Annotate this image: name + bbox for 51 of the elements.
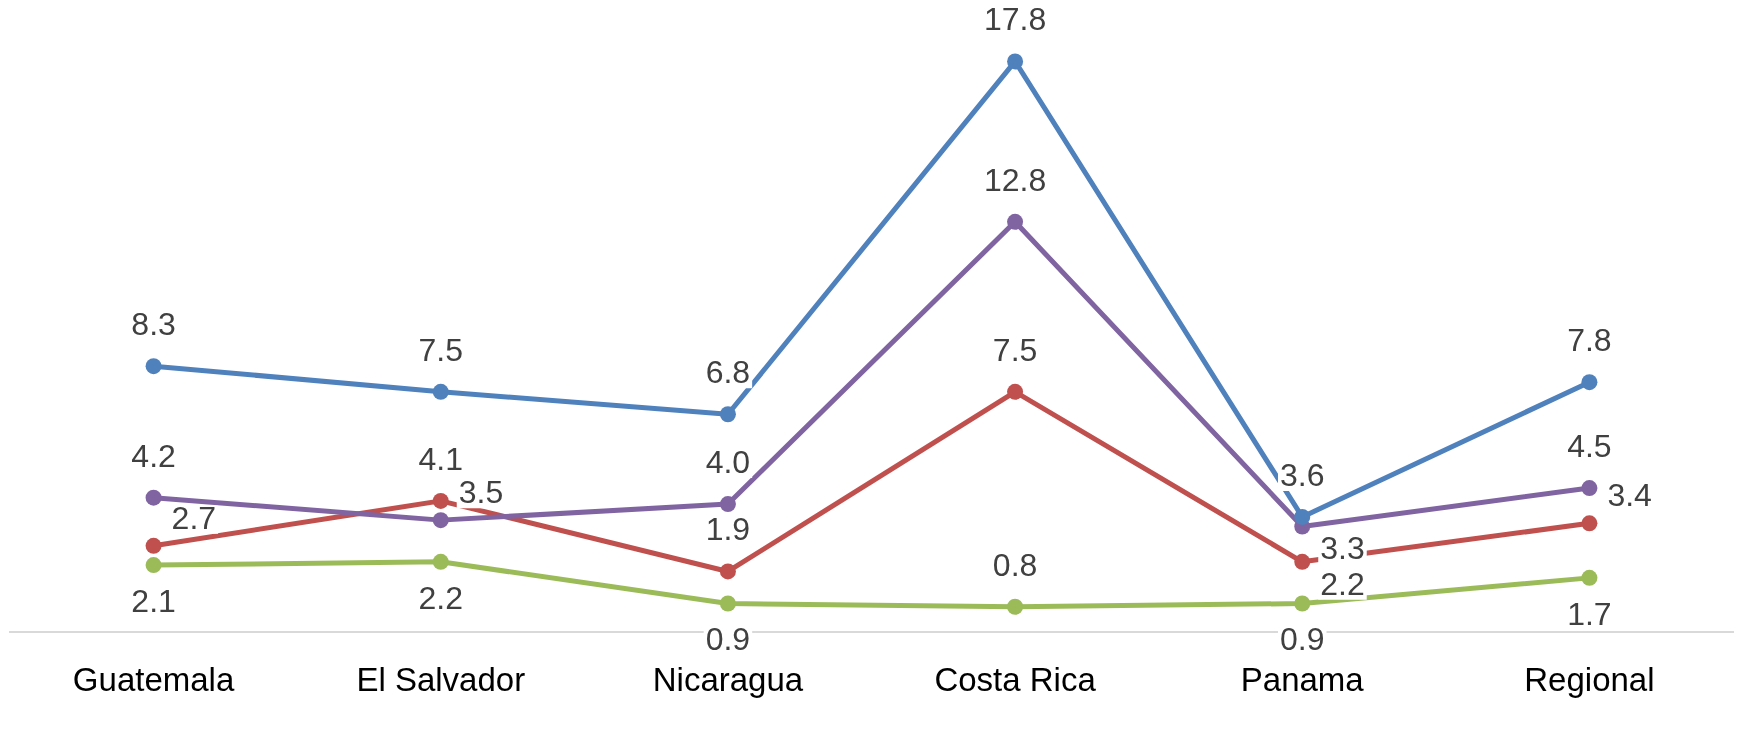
point	[719, 496, 736, 513]
data-label: 2.2	[1320, 565, 1365, 602]
point	[719, 563, 736, 580]
data-label: 4.0	[705, 443, 751, 480]
point	[432, 492, 449, 509]
data-label: 2.7	[171, 499, 217, 536]
data-label: 0.9	[705, 621, 751, 658]
data-label: 0.9	[1280, 621, 1325, 658]
data-label: 7.5	[992, 331, 1038, 368]
data-label: 3.6	[1280, 456, 1325, 493]
data-label: 1.9	[705, 511, 751, 548]
data-label: 2.1	[131, 582, 176, 619]
x-tick-label: Panama	[1240, 661, 1365, 699]
point	[1581, 374, 1598, 391]
point	[1294, 508, 1311, 525]
point	[719, 406, 736, 423]
data-label: 2.2	[418, 579, 463, 616]
point	[1294, 553, 1311, 570]
x-tick-label: Costa Rica	[934, 661, 1097, 699]
data-label: 0.8	[992, 546, 1038, 583]
point	[145, 358, 162, 375]
point	[1007, 383, 1024, 400]
x-tick-label: El Salvador	[356, 661, 526, 699]
point	[1581, 569, 1598, 586]
data-label: 3.4	[1607, 477, 1652, 514]
data-label: 17.8	[983, 1, 1047, 38]
point	[432, 383, 449, 400]
data-label: 12.8	[983, 161, 1047, 198]
point	[145, 489, 162, 506]
x-tick-label: Nicaragua	[652, 661, 804, 699]
point	[432, 512, 449, 529]
point	[1007, 598, 1024, 615]
point	[1007, 53, 1024, 70]
data-label: 8.3	[131, 305, 176, 342]
point	[1294, 595, 1311, 612]
data-label: 7.5	[418, 331, 463, 368]
data-label: 4.2	[131, 437, 176, 474]
data-label: 7.8	[1567, 322, 1612, 359]
x-tick-label: Regional	[1524, 661, 1655, 699]
point	[145, 537, 162, 554]
x-tick-label: Guatemala	[72, 661, 235, 699]
data-label: 4.5	[1567, 427, 1612, 464]
data-label: 3.3	[1320, 530, 1365, 567]
point	[432, 553, 449, 570]
point	[1007, 213, 1024, 230]
point	[1581, 515, 1598, 532]
point	[145, 557, 162, 574]
data-label: 1.7	[1567, 595, 1612, 632]
data-label: 6.8	[705, 354, 751, 391]
point	[1581, 480, 1598, 497]
point	[719, 595, 736, 612]
